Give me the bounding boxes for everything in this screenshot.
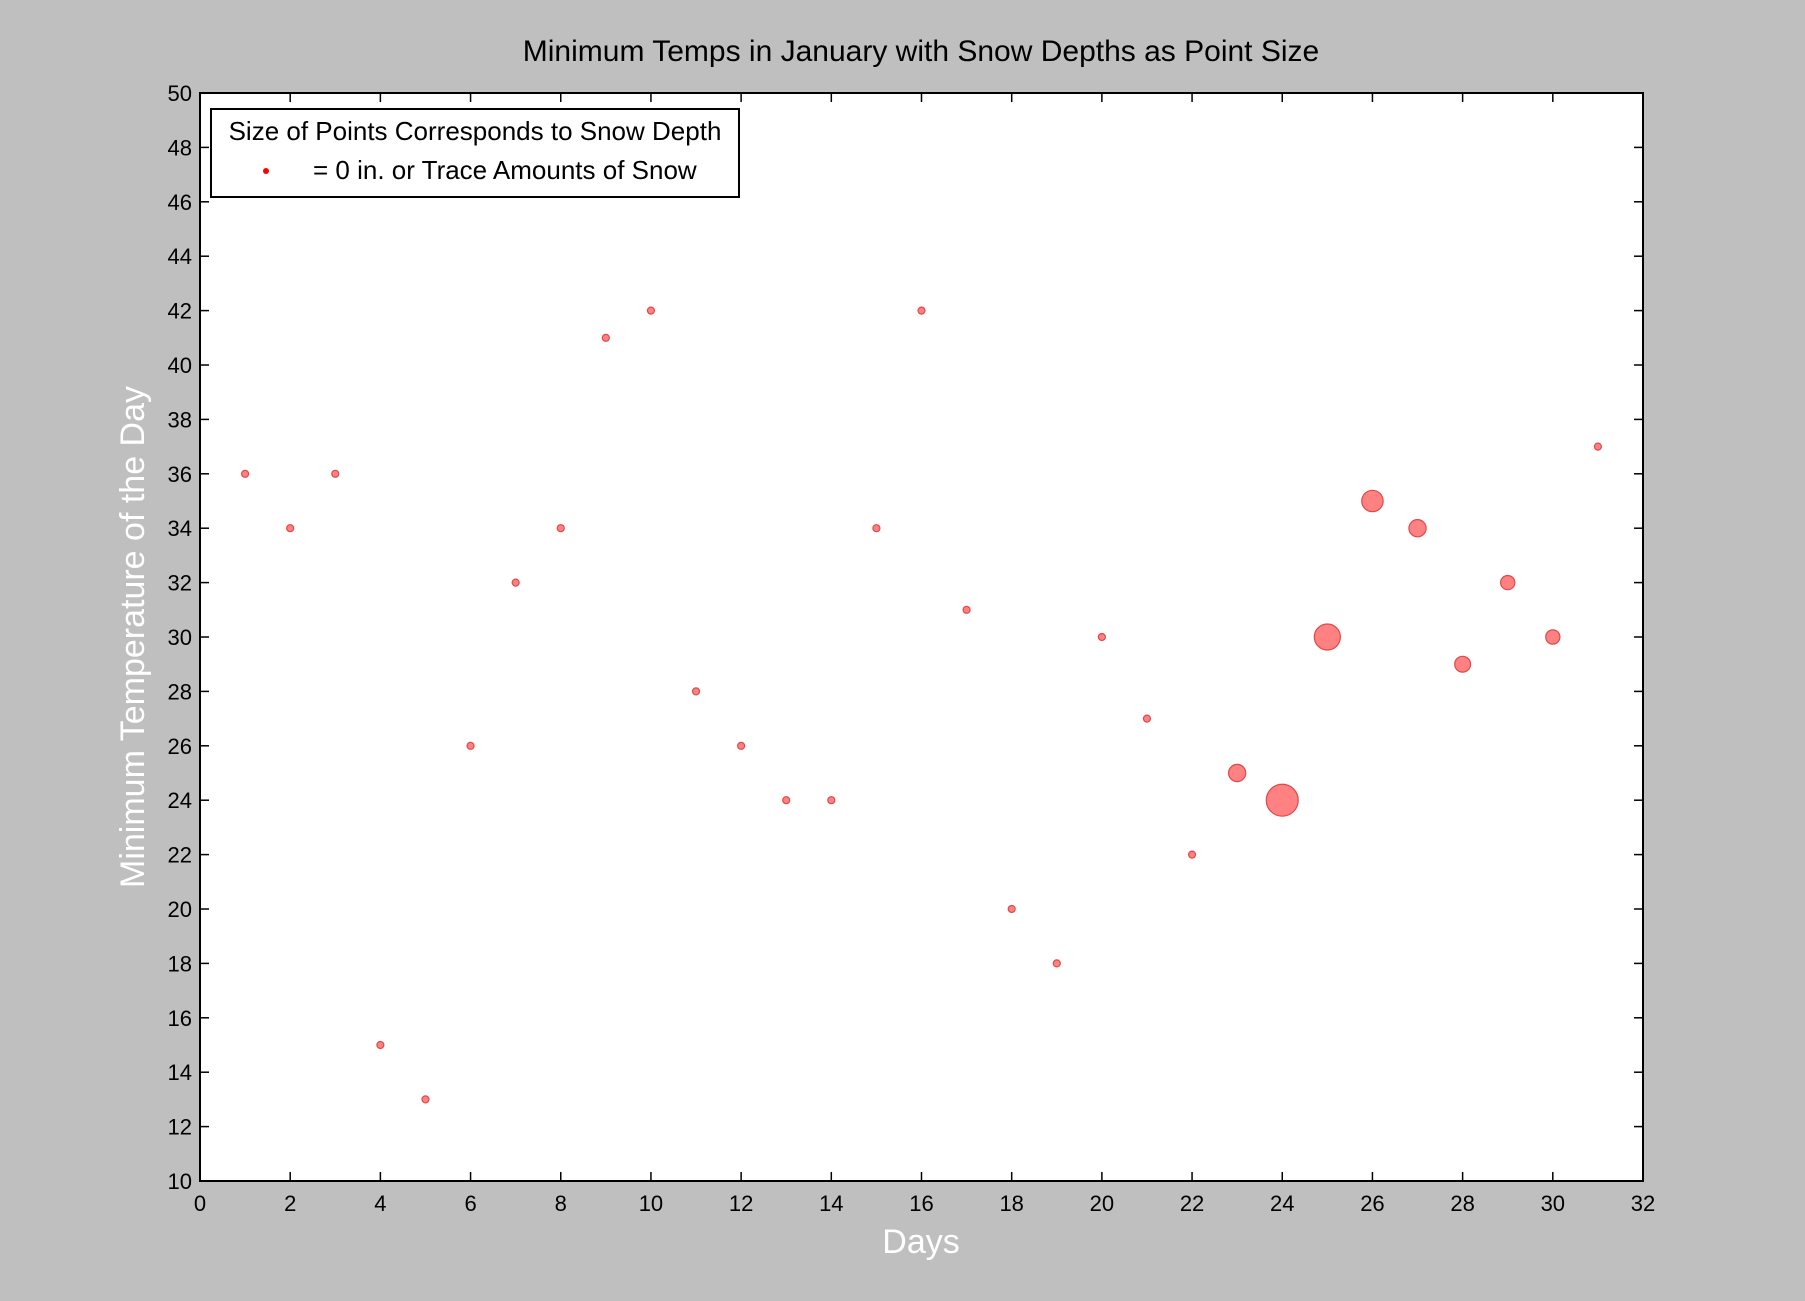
data-point bbox=[421, 1095, 430, 1104]
x-tick-label: 0 bbox=[194, 1191, 206, 1216]
data-point bbox=[1361, 489, 1384, 513]
data-point bbox=[1142, 714, 1152, 723]
y-tick-label: 30 bbox=[168, 625, 192, 650]
x-tick-label: 32 bbox=[1631, 1191, 1655, 1216]
data-point bbox=[331, 469, 340, 478]
data-point bbox=[466, 741, 475, 750]
legend: Size of Points Corresponds to Snow Depth… bbox=[210, 108, 740, 198]
axis-ticks: 0 2 4 6 8 10 12 14 16 18 20 22 24 26 28 30 3210121416182… bbox=[168, 81, 1656, 1216]
data-point bbox=[827, 796, 836, 805]
y-tick-label: 50 bbox=[168, 81, 192, 106]
y-tick-label: 28 bbox=[168, 679, 192, 704]
data-point bbox=[376, 1040, 385, 1050]
y-tick-label: 42 bbox=[168, 299, 192, 324]
data-point bbox=[1454, 655, 1472, 673]
y-axis-label: Minimum Temperature of the Day bbox=[114, 386, 152, 888]
data-point bbox=[782, 796, 791, 805]
y-tick-label: 18 bbox=[168, 951, 192, 976]
data-point bbox=[1500, 574, 1516, 591]
y-tick-label: 20 bbox=[168, 897, 192, 922]
data-point bbox=[1227, 763, 1247, 783]
data-point bbox=[601, 333, 610, 342]
x-tick-label: 10 bbox=[639, 1191, 663, 1216]
legend-entry-label: = 0 in. or Trace Amounts of Snow bbox=[313, 155, 697, 185]
y-tick-label: 22 bbox=[168, 843, 192, 868]
x-tick-label: 6 bbox=[464, 1191, 476, 1216]
x-tick-label: 24 bbox=[1270, 1191, 1294, 1216]
y-tick-label: 38 bbox=[168, 407, 192, 432]
x-tick-label: 8 bbox=[555, 1191, 567, 1216]
data-point bbox=[240, 469, 250, 478]
y-tick-label: 36 bbox=[168, 462, 192, 487]
x-tick-label: 28 bbox=[1450, 1191, 1474, 1216]
data-point bbox=[917, 306, 926, 315]
x-tick-label: 16 bbox=[909, 1191, 933, 1216]
x-tick-label: 30 bbox=[1541, 1191, 1565, 1216]
y-tick-label: 10 bbox=[168, 1169, 192, 1194]
y-tick-label: 14 bbox=[168, 1060, 192, 1085]
y-tick-label: 44 bbox=[168, 244, 192, 269]
y-tick-label: 24 bbox=[168, 788, 192, 813]
data-point bbox=[1187, 850, 1197, 859]
data-point bbox=[1408, 519, 1427, 538]
data-point bbox=[556, 524, 565, 533]
data-point bbox=[1545, 629, 1561, 645]
data-point bbox=[1593, 442, 1603, 451]
data-point bbox=[511, 578, 520, 587]
y-tick-label: 12 bbox=[168, 1115, 192, 1140]
data-point bbox=[1052, 959, 1061, 968]
y-tick-label: 46 bbox=[168, 190, 192, 215]
x-axis-label: Days bbox=[882, 1223, 959, 1261]
x-tick-label: 4 bbox=[374, 1191, 386, 1216]
y-tick-label: 16 bbox=[168, 1006, 192, 1031]
data-point bbox=[1313, 623, 1341, 651]
x-tick-label: 12 bbox=[729, 1191, 753, 1216]
y-tick-label: 40 bbox=[168, 353, 192, 378]
data-point bbox=[737, 741, 746, 750]
data-point bbox=[646, 306, 656, 315]
x-tick-label: 18 bbox=[999, 1191, 1023, 1216]
x-tick-label: 14 bbox=[819, 1191, 843, 1216]
y-tick-label: 26 bbox=[168, 734, 192, 759]
data-point bbox=[962, 605, 971, 614]
y-tick-label: 32 bbox=[168, 571, 192, 596]
data-point bbox=[691, 687, 701, 696]
legend-marker bbox=[263, 168, 269, 174]
plot-area bbox=[199, 92, 1644, 1182]
y-tick-label: 48 bbox=[168, 135, 192, 160]
x-tick-label: 20 bbox=[1090, 1191, 1114, 1216]
chart-title: Minimum Temps in January with Snow Depth… bbox=[523, 35, 1319, 68]
x-tick-label: 2 bbox=[284, 1191, 296, 1216]
data-point bbox=[1007, 904, 1016, 914]
data-points bbox=[240, 306, 1603, 1104]
x-tick-label: 26 bbox=[1360, 1191, 1384, 1216]
data-point bbox=[1265, 783, 1299, 817]
data-point bbox=[1097, 632, 1106, 642]
legend-title: Size of Points Corresponds to Snow Depth bbox=[229, 116, 722, 146]
x-tick-label: 22 bbox=[1180, 1191, 1204, 1216]
data-point bbox=[872, 524, 881, 533]
data-point bbox=[286, 524, 295, 533]
legend-box bbox=[210, 108, 740, 198]
y-tick-label: 34 bbox=[168, 516, 192, 541]
